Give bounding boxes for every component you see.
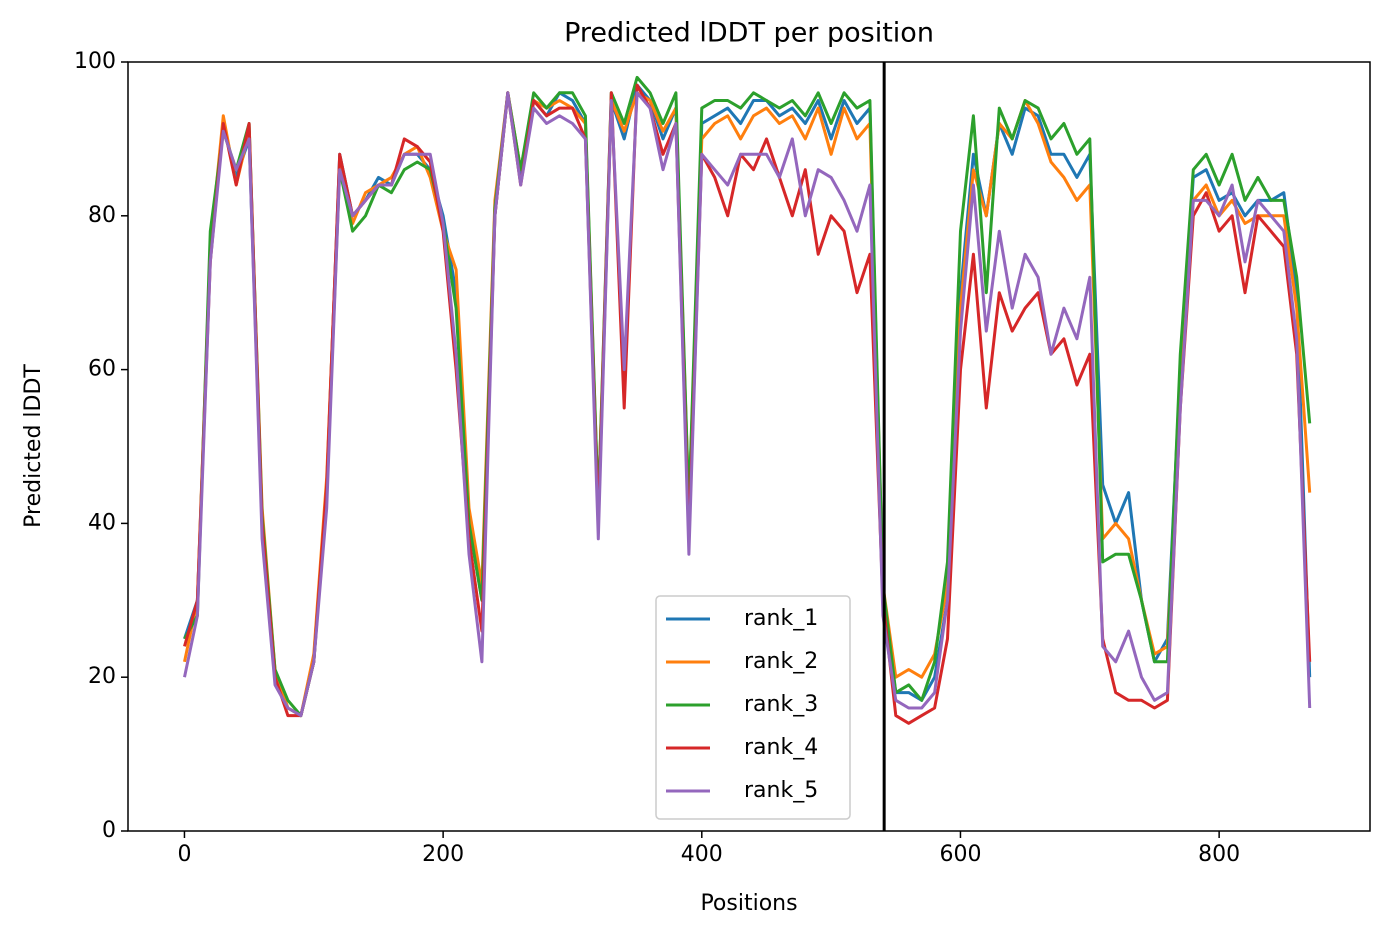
series-line <box>183 75 1312 718</box>
y-tick-label: 100 <box>74 49 116 74</box>
y-axis-label: Predicted lDDT <box>21 364 46 528</box>
series-line <box>183 91 1312 718</box>
legend-label: rank_4 <box>744 735 818 760</box>
x-tick-label: 600 <box>939 842 981 867</box>
y-tick-label: 20 <box>88 664 116 689</box>
legend-label: rank_3 <box>744 692 818 717</box>
legend-label: rank_1 <box>744 606 818 631</box>
plot-frame <box>127 61 1371 832</box>
y-tick-label: 80 <box>88 203 116 228</box>
chart-title: Predicted lDDT per position <box>564 18 934 49</box>
y-tick-label: 0 <box>102 818 116 843</box>
legend-box <box>655 595 851 820</box>
legend-label: rank_5 <box>744 778 818 803</box>
x-tick-label: 400 <box>681 842 723 867</box>
legend-label: rank_2 <box>744 649 818 674</box>
y-tick-label: 40 <box>88 510 116 535</box>
series-line <box>183 91 1312 718</box>
x-tick-label: 0 <box>177 842 191 867</box>
y-tick-label: 60 <box>88 357 116 382</box>
x-axis-label: Positions <box>700 891 797 916</box>
x-tick-label: 200 <box>422 842 464 867</box>
x-tick-label: 800 <box>1198 842 1240 867</box>
